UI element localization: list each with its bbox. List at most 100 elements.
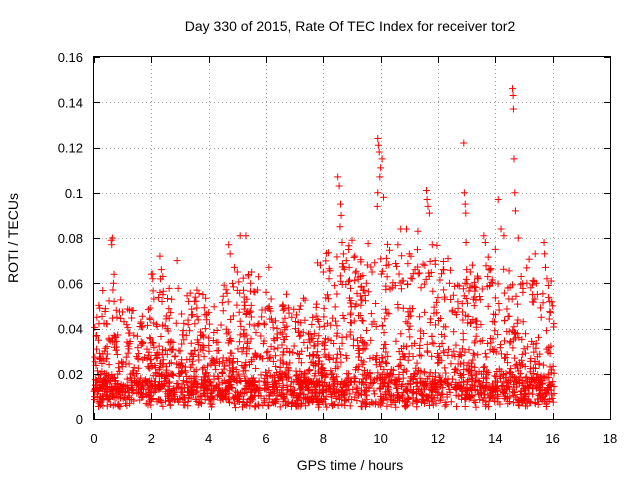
- data-point: [306, 351, 314, 359]
- data-point: [242, 311, 250, 319]
- data-point: [193, 336, 201, 344]
- data-point: [527, 376, 535, 384]
- data-point: [500, 289, 508, 297]
- data-point: [250, 353, 258, 361]
- data-point: [511, 207, 519, 215]
- data-point: [267, 343, 275, 351]
- data-point: [124, 324, 132, 332]
- data-point: [445, 385, 453, 393]
- data-point: [380, 193, 388, 201]
- data-point: [143, 391, 151, 399]
- data-point: [355, 312, 363, 320]
- data-point: [252, 329, 260, 337]
- data-point: [137, 338, 145, 346]
- data-point: [375, 148, 383, 156]
- data-point: [246, 402, 254, 410]
- data-point: [105, 361, 113, 369]
- data-point: [546, 309, 554, 317]
- data-point: [513, 319, 521, 327]
- data-point: [336, 223, 344, 231]
- data-point: [257, 353, 265, 361]
- data-point: [247, 393, 255, 401]
- data-point: [336, 345, 344, 353]
- data-point: [218, 368, 226, 376]
- data-point: [528, 377, 536, 385]
- data-point: [167, 309, 175, 317]
- data-point: [102, 370, 110, 378]
- data-point: [106, 377, 114, 385]
- data-point: [200, 364, 208, 372]
- data-point: [435, 389, 443, 397]
- chart-title: Day 330 of 2015, Rate Of TEC Index for r…: [185, 18, 516, 34]
- data-point: [251, 349, 259, 357]
- data-point: [130, 364, 138, 372]
- data-point: [393, 385, 401, 393]
- data-point: [223, 356, 231, 364]
- data-point: [147, 339, 155, 347]
- data-point: [282, 360, 290, 368]
- data-point: [455, 392, 463, 400]
- data-point: [208, 355, 216, 363]
- data-point: [121, 400, 129, 408]
- data-point: [539, 290, 547, 298]
- data-point: [425, 209, 433, 217]
- data-point: [255, 377, 263, 385]
- data-point: [347, 284, 355, 292]
- data-point: [132, 370, 140, 378]
- data-point: [426, 319, 434, 327]
- data-point: [193, 312, 201, 320]
- data-point: [377, 164, 385, 172]
- data-point: [424, 202, 432, 210]
- data-point: [308, 395, 316, 403]
- data-point: [109, 234, 117, 242]
- data-point: [482, 353, 490, 361]
- data-point: [188, 387, 196, 395]
- data-point: [549, 398, 557, 406]
- data-point: [265, 392, 273, 400]
- data-point: [322, 392, 330, 400]
- data-point: [379, 344, 387, 352]
- data-point: [454, 304, 462, 312]
- data-point: [246, 308, 254, 316]
- data-point: [401, 397, 409, 405]
- data-point: [471, 287, 479, 295]
- data-point: [384, 240, 392, 248]
- data-point: [380, 340, 388, 348]
- x-tick-label: 4: [205, 431, 212, 446]
- data-point: [460, 139, 468, 147]
- data-point: [444, 375, 452, 383]
- data-point: [304, 330, 312, 338]
- data-point: [310, 330, 318, 338]
- data-point: [413, 359, 421, 367]
- data-point: [206, 379, 214, 387]
- data-point: [265, 263, 273, 271]
- data-point: [242, 331, 250, 339]
- data-point: [236, 317, 244, 325]
- data-point: [212, 366, 220, 374]
- data-point: [462, 295, 470, 303]
- data-point: [550, 369, 558, 377]
- data-point: [506, 339, 514, 347]
- data-point: [200, 353, 208, 361]
- data-point: [440, 332, 448, 340]
- data-point: [276, 356, 284, 364]
- data-point: [260, 337, 268, 345]
- data-point: [383, 273, 391, 281]
- data-point: [404, 393, 412, 401]
- data-point: [321, 378, 329, 386]
- data-point: [238, 403, 246, 411]
- data-point: [392, 377, 400, 385]
- data-point: [389, 279, 397, 287]
- data-point: [531, 400, 539, 408]
- data-point: [482, 262, 490, 270]
- data-point: [511, 377, 519, 385]
- data-point: [357, 334, 365, 342]
- data-point: [494, 331, 502, 339]
- data-point: [170, 390, 178, 398]
- data-point: [509, 85, 517, 93]
- data-point: [423, 347, 431, 355]
- data-point: [539, 393, 547, 401]
- data-point: [344, 385, 352, 393]
- data-point: [328, 400, 336, 408]
